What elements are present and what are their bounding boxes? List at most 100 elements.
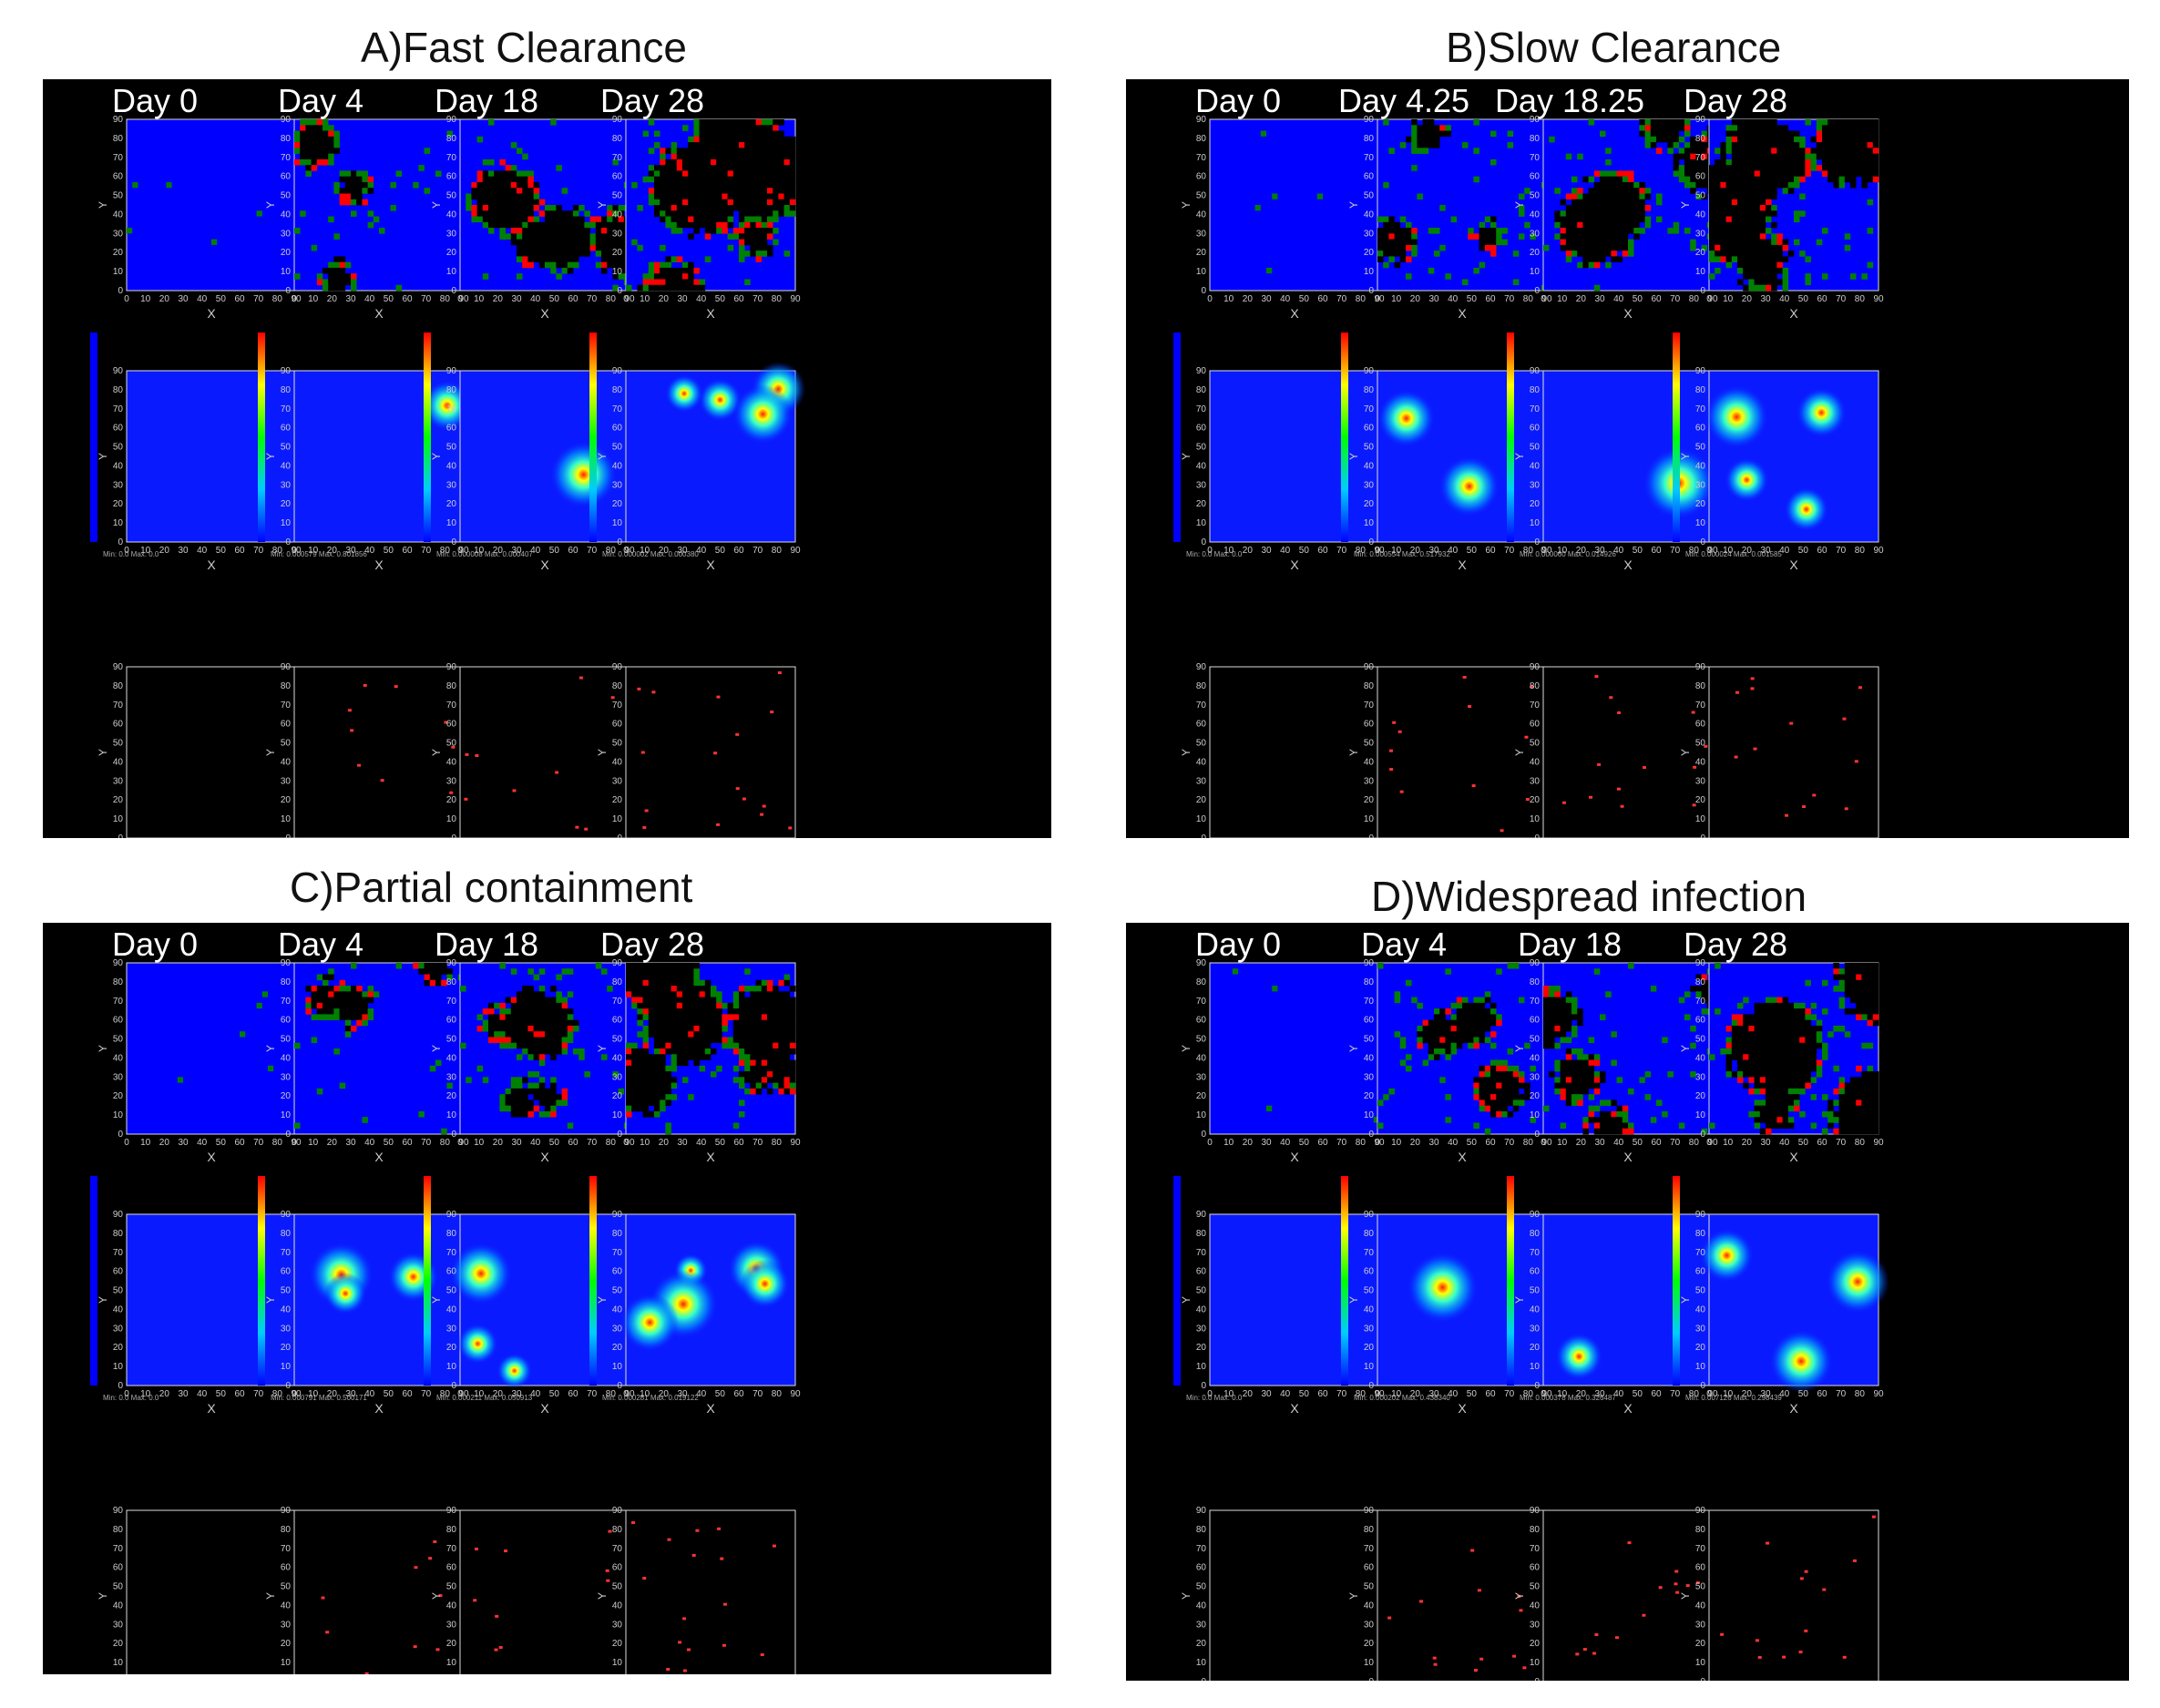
dead-cell — [1759, 1105, 1766, 1112]
dead-cell — [665, 176, 671, 183]
dead-cell — [573, 221, 579, 229]
border-cell — [488, 228, 495, 234]
border-cell — [482, 221, 489, 229]
dead-cell — [1422, 130, 1429, 138]
dead-cell — [1856, 165, 1862, 171]
x-tick-label: 30 — [511, 1138, 522, 1148]
dead-cell — [631, 1099, 638, 1106]
border-cell — [322, 119, 329, 126]
y-axis-label: Y — [264, 453, 277, 460]
immune-agent — [1842, 717, 1847, 721]
dead-cell — [739, 170, 745, 177]
y-tick-label: 50 — [1364, 1035, 1375, 1045]
border-cell — [1799, 1008, 1806, 1015]
dead-cell — [1759, 165, 1766, 171]
dead-cell — [637, 963, 643, 969]
dead-cell — [1810, 1054, 1817, 1060]
y-tick-label: 20 — [1196, 248, 1207, 258]
border-cell — [1639, 130, 1645, 138]
infected-cell — [573, 1048, 579, 1055]
dead-cell — [1737, 1042, 1744, 1049]
dead-cell — [1543, 997, 1550, 1004]
dead-cell — [1748, 153, 1755, 160]
dead-cell — [533, 997, 540, 1004]
x-tick-label: 50 — [384, 1138, 394, 1148]
dead-cell — [1850, 159, 1857, 166]
dead-cell — [1743, 1014, 1749, 1020]
border-cell — [550, 261, 557, 269]
dead-cell — [773, 205, 779, 211]
dead-cell — [1565, 216, 1572, 223]
border-cell — [1644, 142, 1652, 148]
y-tick-label: 60 — [1196, 172, 1207, 182]
dead-cell — [522, 1037, 528, 1044]
dead-cell — [654, 1071, 660, 1078]
infected-cell — [177, 1077, 183, 1083]
x-tick-label: 70 — [1504, 294, 1515, 304]
x-tick-label: 30 — [511, 546, 522, 556]
border-cell — [522, 986, 528, 992]
infected-cell — [1639, 1077, 1645, 1083]
dead-cell — [550, 1019, 557, 1027]
immune-agent — [1462, 675, 1467, 679]
y-tick-label: 70 — [1196, 153, 1207, 163]
dead-cell — [1577, 1071, 1583, 1078]
border-cell — [545, 210, 551, 217]
border-cell — [1490, 244, 1497, 251]
infected-cell — [1593, 968, 1601, 975]
y-tick-label: 70 — [113, 153, 124, 163]
dead-cell — [665, 284, 671, 291]
border-cell — [688, 261, 694, 269]
border-cell — [517, 991, 523, 997]
dead-cell — [1861, 165, 1868, 171]
y-tick-label: 30 — [1530, 1620, 1541, 1630]
infected-cell — [1611, 1059, 1617, 1067]
x-tick-label: 60 — [733, 546, 744, 556]
immune-agent — [772, 1544, 776, 1548]
dead-cell — [1725, 205, 1733, 211]
dead-cell — [567, 244, 574, 251]
dead-cell — [722, 170, 728, 177]
x-axis-label: X — [1623, 557, 1633, 572]
border-cell — [488, 1037, 495, 1044]
dead-cell — [488, 176, 495, 183]
border-cell — [1411, 136, 1418, 143]
y-tick-label: 80 — [1364, 385, 1375, 395]
dead-cell — [648, 991, 655, 997]
dead-cell — [1743, 267, 1749, 274]
x-tick-label: 0 — [623, 1389, 629, 1399]
dead-cell — [1743, 210, 1749, 217]
virus-cell — [676, 1002, 683, 1009]
dead-cell — [1737, 228, 1744, 234]
dead-cell — [533, 1025, 540, 1032]
dead-cell — [482, 210, 489, 217]
virus-cell — [778, 193, 784, 200]
dead-cell — [1484, 1099, 1491, 1106]
dead-cell — [1776, 1088, 1783, 1095]
infected-cell — [704, 256, 711, 262]
dead-cell — [1484, 239, 1491, 246]
dead-cell — [711, 170, 717, 177]
y-tick-label: 70 — [1364, 153, 1375, 163]
dead-cell — [1759, 153, 1766, 160]
dead-cell — [607, 233, 613, 240]
x-tick-label: 0 — [457, 294, 463, 304]
x-tick-label: 30 — [1428, 1389, 1439, 1399]
dead-cell — [316, 142, 323, 148]
dead-cell — [755, 1014, 763, 1020]
dead-cell — [631, 1088, 638, 1095]
infected-cell — [333, 1048, 340, 1055]
border-cell — [527, 221, 534, 229]
dead-cell — [1565, 205, 1572, 211]
dead-cell — [1616, 239, 1623, 246]
dead-cell — [1759, 1110, 1766, 1118]
color-bar — [90, 332, 97, 542]
dead-cell — [750, 1054, 756, 1060]
x-tick-label: 50 — [216, 546, 227, 556]
border-cell — [1771, 284, 1777, 291]
dead-cell — [1720, 188, 1726, 194]
border-cell — [533, 216, 540, 223]
panel-c-heatmap: Min: 0.000791 Max: 0.500171 — [258, 1176, 465, 1402]
infected-cell — [1662, 1110, 1668, 1118]
infected-cell — [783, 974, 791, 981]
